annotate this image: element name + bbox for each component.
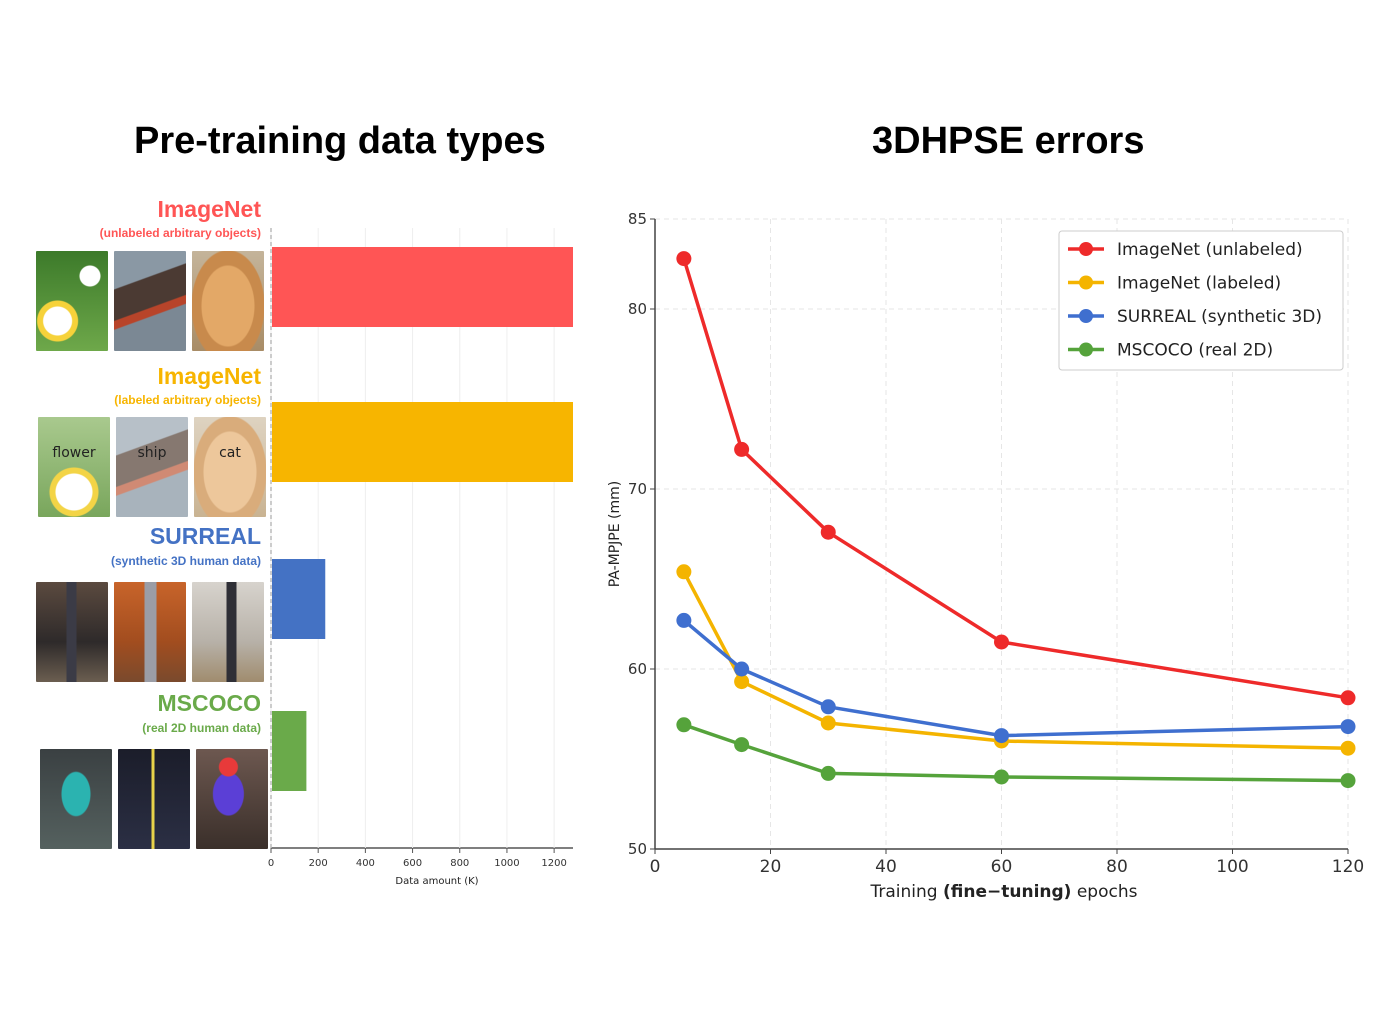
flower-thumbnail-labeled: flower	[38, 417, 110, 517]
line-chart-legend: ImageNet (unlabeled) ImageNet (labeled) SU…	[1058, 230, 1344, 371]
thumbs-surreal	[36, 582, 264, 682]
flower-thumbnail	[36, 251, 108, 351]
data-point	[676, 564, 692, 580]
data-point	[676, 251, 692, 267]
indoor-human-thumbnail	[36, 582, 108, 682]
dataset-subtitle-imagenet-unlabeled: (unlabeled arbitrary objects)	[99, 226, 261, 240]
line-chart-y-axis-label: PA-MPJPE (mm)	[607, 481, 623, 587]
dataset-subtitle-surreal: (synthetic 3D human data)	[110, 554, 261, 568]
legend-swatch-marker	[1079, 309, 1093, 323]
data-point	[994, 769, 1009, 785]
data-bar	[272, 711, 307, 791]
dataset-name-imagenet-unlabeled: ImageNet	[157, 196, 261, 222]
skeleton-human-thumbnail	[118, 749, 190, 849]
data-point	[734, 661, 750, 677]
data-bar	[272, 247, 573, 327]
bar-x-tick-label: 200	[309, 858, 328, 869]
line-y-tick-label: 70	[628, 480, 647, 498]
x-label-emphasis: (fine−tuning)	[943, 882, 1071, 902]
data-point	[734, 441, 750, 457]
kitchen-human-thumbnail	[114, 582, 186, 682]
bar-x-tick-label: 400	[356, 858, 375, 869]
dataset-subtitle-mscoco: (real 2D human data)	[142, 721, 261, 735]
data-point	[676, 612, 692, 628]
data-bar	[272, 559, 326, 639]
legend-entry-label: MSCOCO (real 2D)	[1117, 341, 1273, 361]
ship-thumbnail-labeled: ship	[116, 417, 188, 517]
line-x-tick-label: 100	[1216, 857, 1248, 877]
thumbs-mscoco	[40, 749, 268, 849]
series-line	[682, 570, 1349, 750]
line-chart-x-axis-label: Training (fine−tuning) epochs	[870, 882, 1138, 902]
dataset-name-mscoco: MSCOCO	[157, 690, 262, 716]
data-point	[820, 715, 836, 731]
data-point	[1340, 719, 1356, 735]
thumb-caption-cat: cat	[219, 445, 241, 461]
data-point	[676, 717, 692, 733]
series-line	[682, 619, 1349, 738]
line-x-tick-label: 40	[875, 857, 897, 877]
right-panel-title: 3DHPSE errors	[872, 120, 1145, 162]
bar-chart-x-axis-label: Data amount (K)	[395, 876, 478, 887]
thumbs-imagenet-labeled: flower ship cat	[38, 417, 266, 517]
data-point	[820, 524, 836, 540]
segmented-human-thumbnail	[196, 749, 268, 849]
bar-x-tick-label: 1200	[541, 858, 566, 869]
data-point	[1340, 690, 1356, 706]
data-point	[994, 728, 1009, 744]
bar-x-tick-label: 1000	[494, 858, 519, 869]
data-bar	[272, 402, 573, 482]
data-point	[1340, 773, 1356, 789]
line-x-tick-label: 0	[650, 857, 661, 877]
data-point	[1340, 740, 1356, 756]
data-point	[734, 737, 750, 753]
data-point	[734, 674, 750, 690]
cat-thumbnail	[192, 251, 264, 351]
line-y-tick-label: 80	[628, 300, 647, 318]
thumb-caption-ship: ship	[137, 445, 167, 461]
series-line	[683, 723, 1349, 783]
ship-thumbnail	[114, 251, 186, 351]
data-point	[820, 765, 836, 781]
legend-swatch-marker	[1079, 242, 1093, 256]
line-x-tick-label: 60	[991, 857, 1013, 877]
bar-x-tick-label: 600	[403, 858, 422, 869]
legend-entry-label: ImageNet (unlabeled)	[1117, 240, 1303, 260]
bar-x-tick-label: 800	[450, 858, 469, 869]
cat-thumbnail-labeled: cat	[194, 417, 266, 517]
pose-human-thumbnail	[40, 749, 112, 849]
line-y-tick-label: 50	[628, 840, 647, 858]
room-human-thumbnail	[192, 582, 264, 682]
left-panel-title: Pre-training data types	[134, 120, 546, 162]
x-label-prefix: Training	[870, 882, 943, 902]
data-point	[994, 634, 1009, 650]
dataset-name-imagenet-labeled: ImageNet	[157, 363, 261, 389]
line-x-tick-label: 80	[1106, 857, 1128, 877]
data-point	[820, 699, 836, 715]
bar-x-tick-label: 0	[268, 858, 274, 869]
line-x-tick-label: 120	[1332, 857, 1364, 877]
line-x-tick-label: 20	[760, 857, 782, 877]
thumbs-imagenet-unlabeled	[36, 251, 264, 351]
line-y-tick-label: 85	[628, 210, 647, 228]
dataset-name-surreal: SURREAL	[149, 523, 261, 549]
dataset-subtitle-imagenet-labeled: (labeled arbitrary objects)	[114, 393, 261, 407]
legend-entry-label: ImageNet (labeled)	[1117, 274, 1281, 294]
legend-entry-label: SURREAL (synthetic 3D)	[1117, 307, 1322, 327]
x-label-suffix: epochs	[1071, 882, 1137, 902]
legend-swatch-marker	[1079, 275, 1093, 290]
thumb-caption-flower: flower	[52, 445, 96, 461]
legend-swatch-marker	[1079, 342, 1093, 357]
line-y-tick-label: 60	[628, 660, 647, 678]
